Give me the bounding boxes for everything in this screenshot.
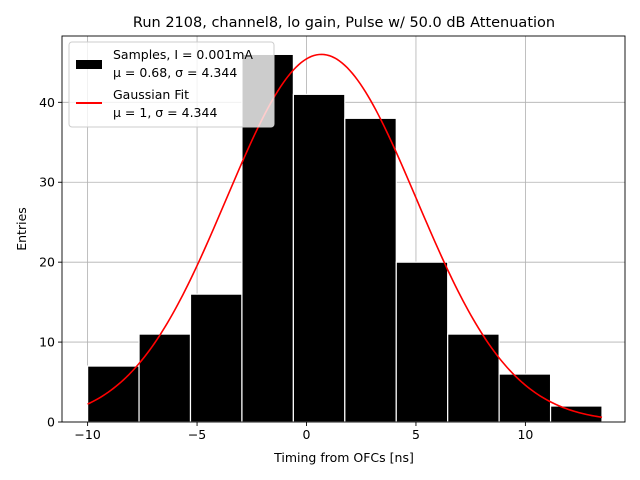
histogram-bar xyxy=(498,373,552,423)
y-axis-ticks: 0 10 20 30 40 xyxy=(39,95,62,430)
gaussian-fit-curve xyxy=(87,53,603,419)
legend-samples-label: Samples, I = 0.001mA xyxy=(113,47,253,62)
histogram-bar xyxy=(395,261,449,423)
legend-samples-stats: μ = 0.68, σ = 4.344 xyxy=(113,65,237,80)
legend-samples-swatch xyxy=(76,60,102,69)
x-tick-label: 0 xyxy=(303,427,311,442)
y-tick-label: 20 xyxy=(39,255,55,270)
y-tick-label: 0 xyxy=(47,415,55,430)
x-axis-label: Timing from OFCs [ns] xyxy=(273,450,414,465)
y-axis-label: Entries xyxy=(14,207,29,251)
y-tick-label: 40 xyxy=(39,95,55,110)
legend: Samples, I = 0.001mA μ = 0.68, σ = 4.344… xyxy=(68,41,275,128)
x-tick-label: −10 xyxy=(74,427,100,442)
x-tick-label: −5 xyxy=(188,427,206,442)
y-tick-label: 30 xyxy=(39,175,55,190)
histogram-bar xyxy=(138,333,192,423)
x-tick-label: 10 xyxy=(517,427,533,442)
chart-title: Run 2108, channel8, lo gain, Pulse w/ 50… xyxy=(133,15,555,31)
histogram-bar xyxy=(87,365,140,423)
legend-fit-label: Gaussian Fit xyxy=(113,87,189,102)
histogram-bar xyxy=(189,293,243,423)
histogram-bar xyxy=(344,117,397,423)
histogram-bar xyxy=(292,93,346,423)
histogram-bar xyxy=(549,405,603,423)
plot-frame xyxy=(61,35,626,423)
y-tick-label: 10 xyxy=(39,335,55,350)
legend-box xyxy=(68,41,275,128)
x-axis-ticks: −10 −5 0 5 10 xyxy=(74,422,533,442)
x-tick-label: 5 xyxy=(412,427,420,442)
legend-fit-stats: μ = 1, σ = 4.344 xyxy=(113,105,217,120)
